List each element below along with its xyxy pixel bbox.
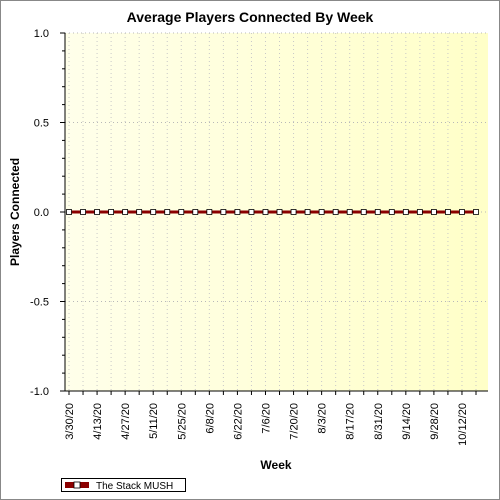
x-tick-label: 3/30/20: [64, 403, 76, 440]
legend-box: [61, 478, 186, 492]
data-point: [234, 209, 241, 215]
data-point: [374, 209, 381, 215]
data-point: [416, 209, 423, 215]
x-tick-label: 5/11/20: [148, 403, 160, 439]
x-tick-label: 4/27/20: [120, 403, 132, 440]
x-axis-label: Week: [260, 458, 291, 472]
x-tick-label: 6/22/20: [232, 403, 244, 440]
x-tick-label: 8/31/20: [373, 403, 385, 440]
data-point: [178, 209, 185, 215]
data-point: [136, 209, 143, 215]
series-layer: [66, 209, 479, 215]
data-point: [430, 209, 437, 215]
x-tick-label: 6/8/20: [204, 403, 216, 434]
legend-marker: [73, 481, 81, 489]
legend: The Stack MUSH: [61, 478, 186, 492]
data-point: [66, 209, 72, 215]
data-point: [318, 209, 325, 215]
y-axis-label: Players Connected: [8, 158, 22, 266]
axes: [60, 32, 488, 395]
data-point: [402, 209, 409, 215]
y-tick-label: 1.0: [34, 28, 49, 40]
x-tick-label: 7/6/20: [260, 403, 272, 434]
data-point: [459, 209, 465, 215]
data-point: [304, 209, 311, 215]
data-point: [220, 209, 227, 215]
data-point: [346, 209, 353, 215]
data-point: [206, 209, 213, 215]
y-tick-label: -1.0: [30, 386, 49, 398]
legend-label: The Stack MUSH: [96, 481, 173, 492]
data-point: [360, 209, 367, 215]
data-point: [122, 209, 129, 215]
data-point: [473, 209, 479, 215]
data-point: [290, 209, 297, 215]
y-ticks: 1.0 0.5 0.0 -0.5 -1.0: [30, 28, 49, 398]
data-point: [445, 209, 451, 215]
x-tick-label: 8/3/20: [317, 403, 329, 434]
x-tick-label: 9/14/20: [401, 403, 413, 440]
data-point: [150, 209, 157, 215]
chart-title: Average Players Connected By Week: [127, 9, 374, 25]
x-tick-label: 9/28/20: [429, 403, 441, 440]
data-point: [108, 209, 115, 215]
data-point: [332, 209, 339, 215]
data-point: [192, 209, 199, 215]
x-tick-label: 5/25/20: [176, 403, 188, 440]
data-point: [80, 209, 86, 215]
data-point: [262, 209, 269, 215]
x-tick-label: 8/17/20: [345, 403, 357, 440]
y-tick-label: -0.5: [30, 297, 49, 309]
y-tick-label: 0.0: [34, 207, 49, 219]
y-tick-label: 0.5: [34, 118, 49, 130]
x-tick-label: 10/12/20: [457, 403, 469, 446]
x-tick-label: 4/13/20: [92, 403, 104, 440]
x-ticks: 3/30/20 4/13/20 4/27/20 5/11/20 5/25/20 6/8/2…: [64, 403, 469, 446]
data-point: [164, 209, 171, 215]
data-point: [388, 209, 395, 215]
x-tick-label: 7/20/20: [289, 403, 301, 440]
data-point: [248, 209, 255, 215]
data-point: [276, 209, 283, 215]
data-point: [94, 209, 100, 215]
